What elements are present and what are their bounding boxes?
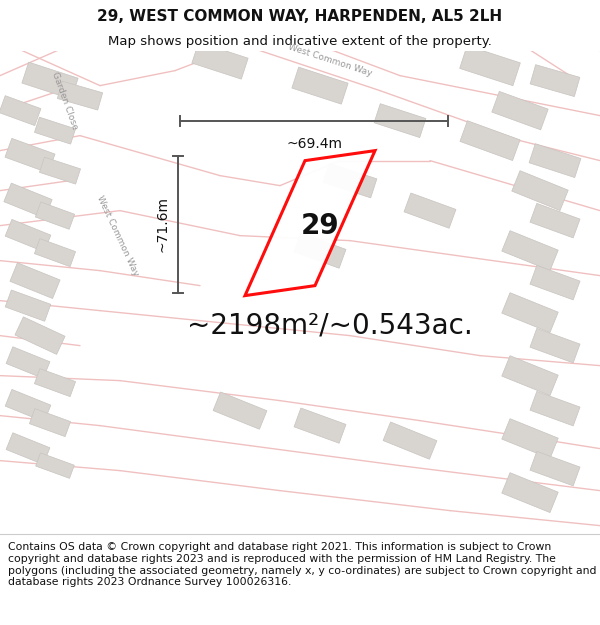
Polygon shape [245,151,375,296]
Polygon shape [502,231,558,271]
Polygon shape [512,171,568,211]
Polygon shape [34,117,76,144]
Polygon shape [6,347,50,379]
Polygon shape [460,121,520,161]
Polygon shape [530,266,580,300]
Polygon shape [529,144,581,177]
Text: West Common Way: West Common Way [95,194,140,278]
Polygon shape [492,91,548,130]
Polygon shape [323,163,377,198]
Text: ~71.6m: ~71.6m [156,196,170,252]
Polygon shape [5,290,51,321]
Polygon shape [4,183,52,218]
Text: West Common Way: West Common Way [287,42,373,79]
Polygon shape [58,81,103,110]
Text: 29, WEST COMMON WAY, HARPENDEN, AL5 2LH: 29, WEST COMMON WAY, HARPENDEN, AL5 2LH [97,9,503,24]
Polygon shape [6,432,50,464]
Polygon shape [192,42,248,79]
Polygon shape [35,202,74,229]
Polygon shape [404,193,456,228]
Polygon shape [5,219,51,252]
Polygon shape [530,328,580,363]
Text: 29: 29 [301,212,340,239]
Text: Contains OS data © Crown copyright and database right 2021. This information is : Contains OS data © Crown copyright and d… [8,542,596,588]
Polygon shape [15,317,65,354]
Polygon shape [10,262,60,299]
Polygon shape [374,104,426,138]
Polygon shape [5,389,51,422]
Polygon shape [40,157,80,184]
Polygon shape [383,422,437,459]
Polygon shape [530,451,580,486]
Polygon shape [530,203,580,238]
Polygon shape [294,408,346,443]
Polygon shape [460,46,520,86]
Polygon shape [502,472,558,512]
Polygon shape [502,292,558,332]
Polygon shape [530,391,580,426]
Polygon shape [5,138,55,173]
Polygon shape [213,392,267,429]
Polygon shape [29,409,71,437]
Polygon shape [22,62,78,99]
Polygon shape [35,453,74,478]
Polygon shape [292,67,348,104]
Polygon shape [502,356,558,396]
Polygon shape [34,369,76,397]
Text: Map shows position and indicative extent of the property.: Map shows position and indicative extent… [108,35,492,48]
Text: Garden Close: Garden Close [50,71,80,131]
Polygon shape [530,64,580,97]
Polygon shape [34,239,76,267]
Polygon shape [502,419,558,459]
Polygon shape [0,96,41,126]
Polygon shape [294,233,346,268]
Text: ~2198m²/~0.543ac.: ~2198m²/~0.543ac. [187,312,473,339]
Text: ~69.4m: ~69.4m [286,137,342,151]
